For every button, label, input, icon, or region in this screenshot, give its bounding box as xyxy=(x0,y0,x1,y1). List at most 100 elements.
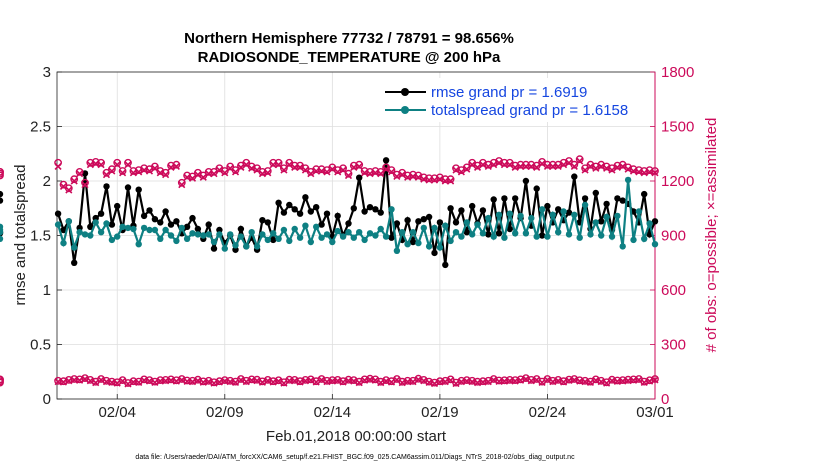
data-point xyxy=(221,245,228,252)
data-point xyxy=(183,223,191,230)
obs-marker-possible xyxy=(640,167,649,175)
obs-marker-assimilated xyxy=(253,166,261,174)
data-point xyxy=(490,196,497,203)
obs-marker-assimilated xyxy=(339,166,347,174)
data-point xyxy=(420,216,427,223)
legend-rmse-marker xyxy=(401,88,409,96)
y-tick-label: 0.5 xyxy=(30,337,51,354)
obs-marker-assimilated xyxy=(312,378,320,386)
data-point xyxy=(345,220,352,227)
obs-marker-assimilated xyxy=(280,379,288,387)
obs-marker-assimilated xyxy=(188,378,197,386)
obs-marker-assimilated xyxy=(86,161,94,169)
data-point xyxy=(210,245,218,252)
data-point xyxy=(162,208,169,215)
obs-marker-assimilated xyxy=(129,169,137,177)
y-right-tick-label: 600 xyxy=(661,282,686,299)
data-point xyxy=(275,235,282,242)
data-point xyxy=(495,230,503,237)
obs-marker-assimilated xyxy=(119,169,127,177)
obs-marker-assimilated xyxy=(447,177,455,185)
obs-marker-assimilated xyxy=(516,162,525,171)
obs-marker-assimilated xyxy=(414,173,422,181)
obs-marker-assimilated xyxy=(603,379,611,387)
obs-marker-assimilated xyxy=(506,161,514,169)
obs-marker-assimilated xyxy=(425,378,433,387)
obs-marker-assimilated xyxy=(533,163,541,171)
obs-marker-assimilated xyxy=(334,377,342,385)
data-point xyxy=(140,212,148,220)
obs-marker-assimilated xyxy=(560,378,568,386)
data-point xyxy=(646,220,653,227)
data-point xyxy=(0,190,4,198)
data-point xyxy=(571,173,578,180)
obs-marker-assimilated xyxy=(291,163,299,171)
data-point xyxy=(318,234,325,241)
obs-marker-assimilated xyxy=(624,165,632,173)
data-point xyxy=(54,210,62,217)
obs-marker-possible xyxy=(70,175,79,184)
data-point xyxy=(227,231,234,238)
data-point xyxy=(151,216,159,223)
data-point xyxy=(178,224,185,232)
obs-marker-assimilated xyxy=(54,162,62,171)
obs-marker-assimilated xyxy=(339,378,347,386)
obs-marker-assimilated xyxy=(258,170,266,178)
data-point xyxy=(291,206,298,213)
obs-marker-assimilated xyxy=(586,162,595,171)
data-point xyxy=(431,224,438,232)
data-point xyxy=(533,233,540,240)
obs-marker-assimilated xyxy=(398,379,406,387)
data-point xyxy=(512,230,519,237)
data-point xyxy=(651,218,659,225)
data-point xyxy=(576,234,583,241)
data-point xyxy=(506,225,513,233)
obs-marker-assimilated xyxy=(377,379,385,387)
obs-marker-assimilated xyxy=(226,378,234,386)
obs-marker-possible xyxy=(253,164,262,173)
data-point xyxy=(216,231,223,238)
obs-marker-assimilated xyxy=(522,375,530,383)
data-point xyxy=(60,226,67,234)
obs-marker-assimilated xyxy=(586,378,595,387)
obs-marker-assimilated xyxy=(457,168,465,176)
obs-marker-assimilated xyxy=(597,378,605,386)
obs-marker-assimilated xyxy=(291,377,299,385)
data-point xyxy=(372,232,379,239)
obs-marker-possible xyxy=(473,377,482,386)
data-point xyxy=(65,218,73,225)
data-point xyxy=(167,221,175,228)
obs-marker-assimilated xyxy=(414,375,422,384)
obs-marker-assimilated xyxy=(560,161,568,169)
data-point xyxy=(420,224,427,232)
obs-marker-assimilated xyxy=(307,170,315,178)
obs-marker-assimilated xyxy=(221,377,229,385)
data-point xyxy=(280,209,288,216)
data-point xyxy=(76,229,83,236)
data-point xyxy=(512,195,519,202)
obs-marker-assimilated xyxy=(361,169,369,177)
obs-marker-possible xyxy=(81,178,89,187)
obs-marker-assimilated xyxy=(113,161,121,169)
obs-marker-possible xyxy=(430,378,439,387)
obs-marker-assimilated xyxy=(619,162,627,171)
data-point xyxy=(302,222,309,229)
obs-marker-assimilated xyxy=(178,181,186,189)
x-axis-label: Feb.01,2018 00:00:00 start xyxy=(266,428,447,445)
data-point xyxy=(345,229,352,236)
obs-marker-possible xyxy=(527,375,536,384)
obs-marker-assimilated xyxy=(167,163,175,171)
data-point xyxy=(651,241,659,248)
data-point xyxy=(641,190,648,198)
data-point xyxy=(361,236,368,244)
data-point xyxy=(313,204,320,211)
obs-marker-assimilated xyxy=(420,377,428,385)
data-point xyxy=(592,189,599,197)
data-point xyxy=(404,241,411,248)
legend-box xyxy=(378,78,654,122)
obs-marker-assimilated xyxy=(549,162,557,171)
obs-marker-assimilated xyxy=(382,165,390,173)
obs-marker-assimilated xyxy=(269,161,277,169)
y-right-tick-label: 900 xyxy=(661,228,686,245)
data-point xyxy=(614,195,621,202)
